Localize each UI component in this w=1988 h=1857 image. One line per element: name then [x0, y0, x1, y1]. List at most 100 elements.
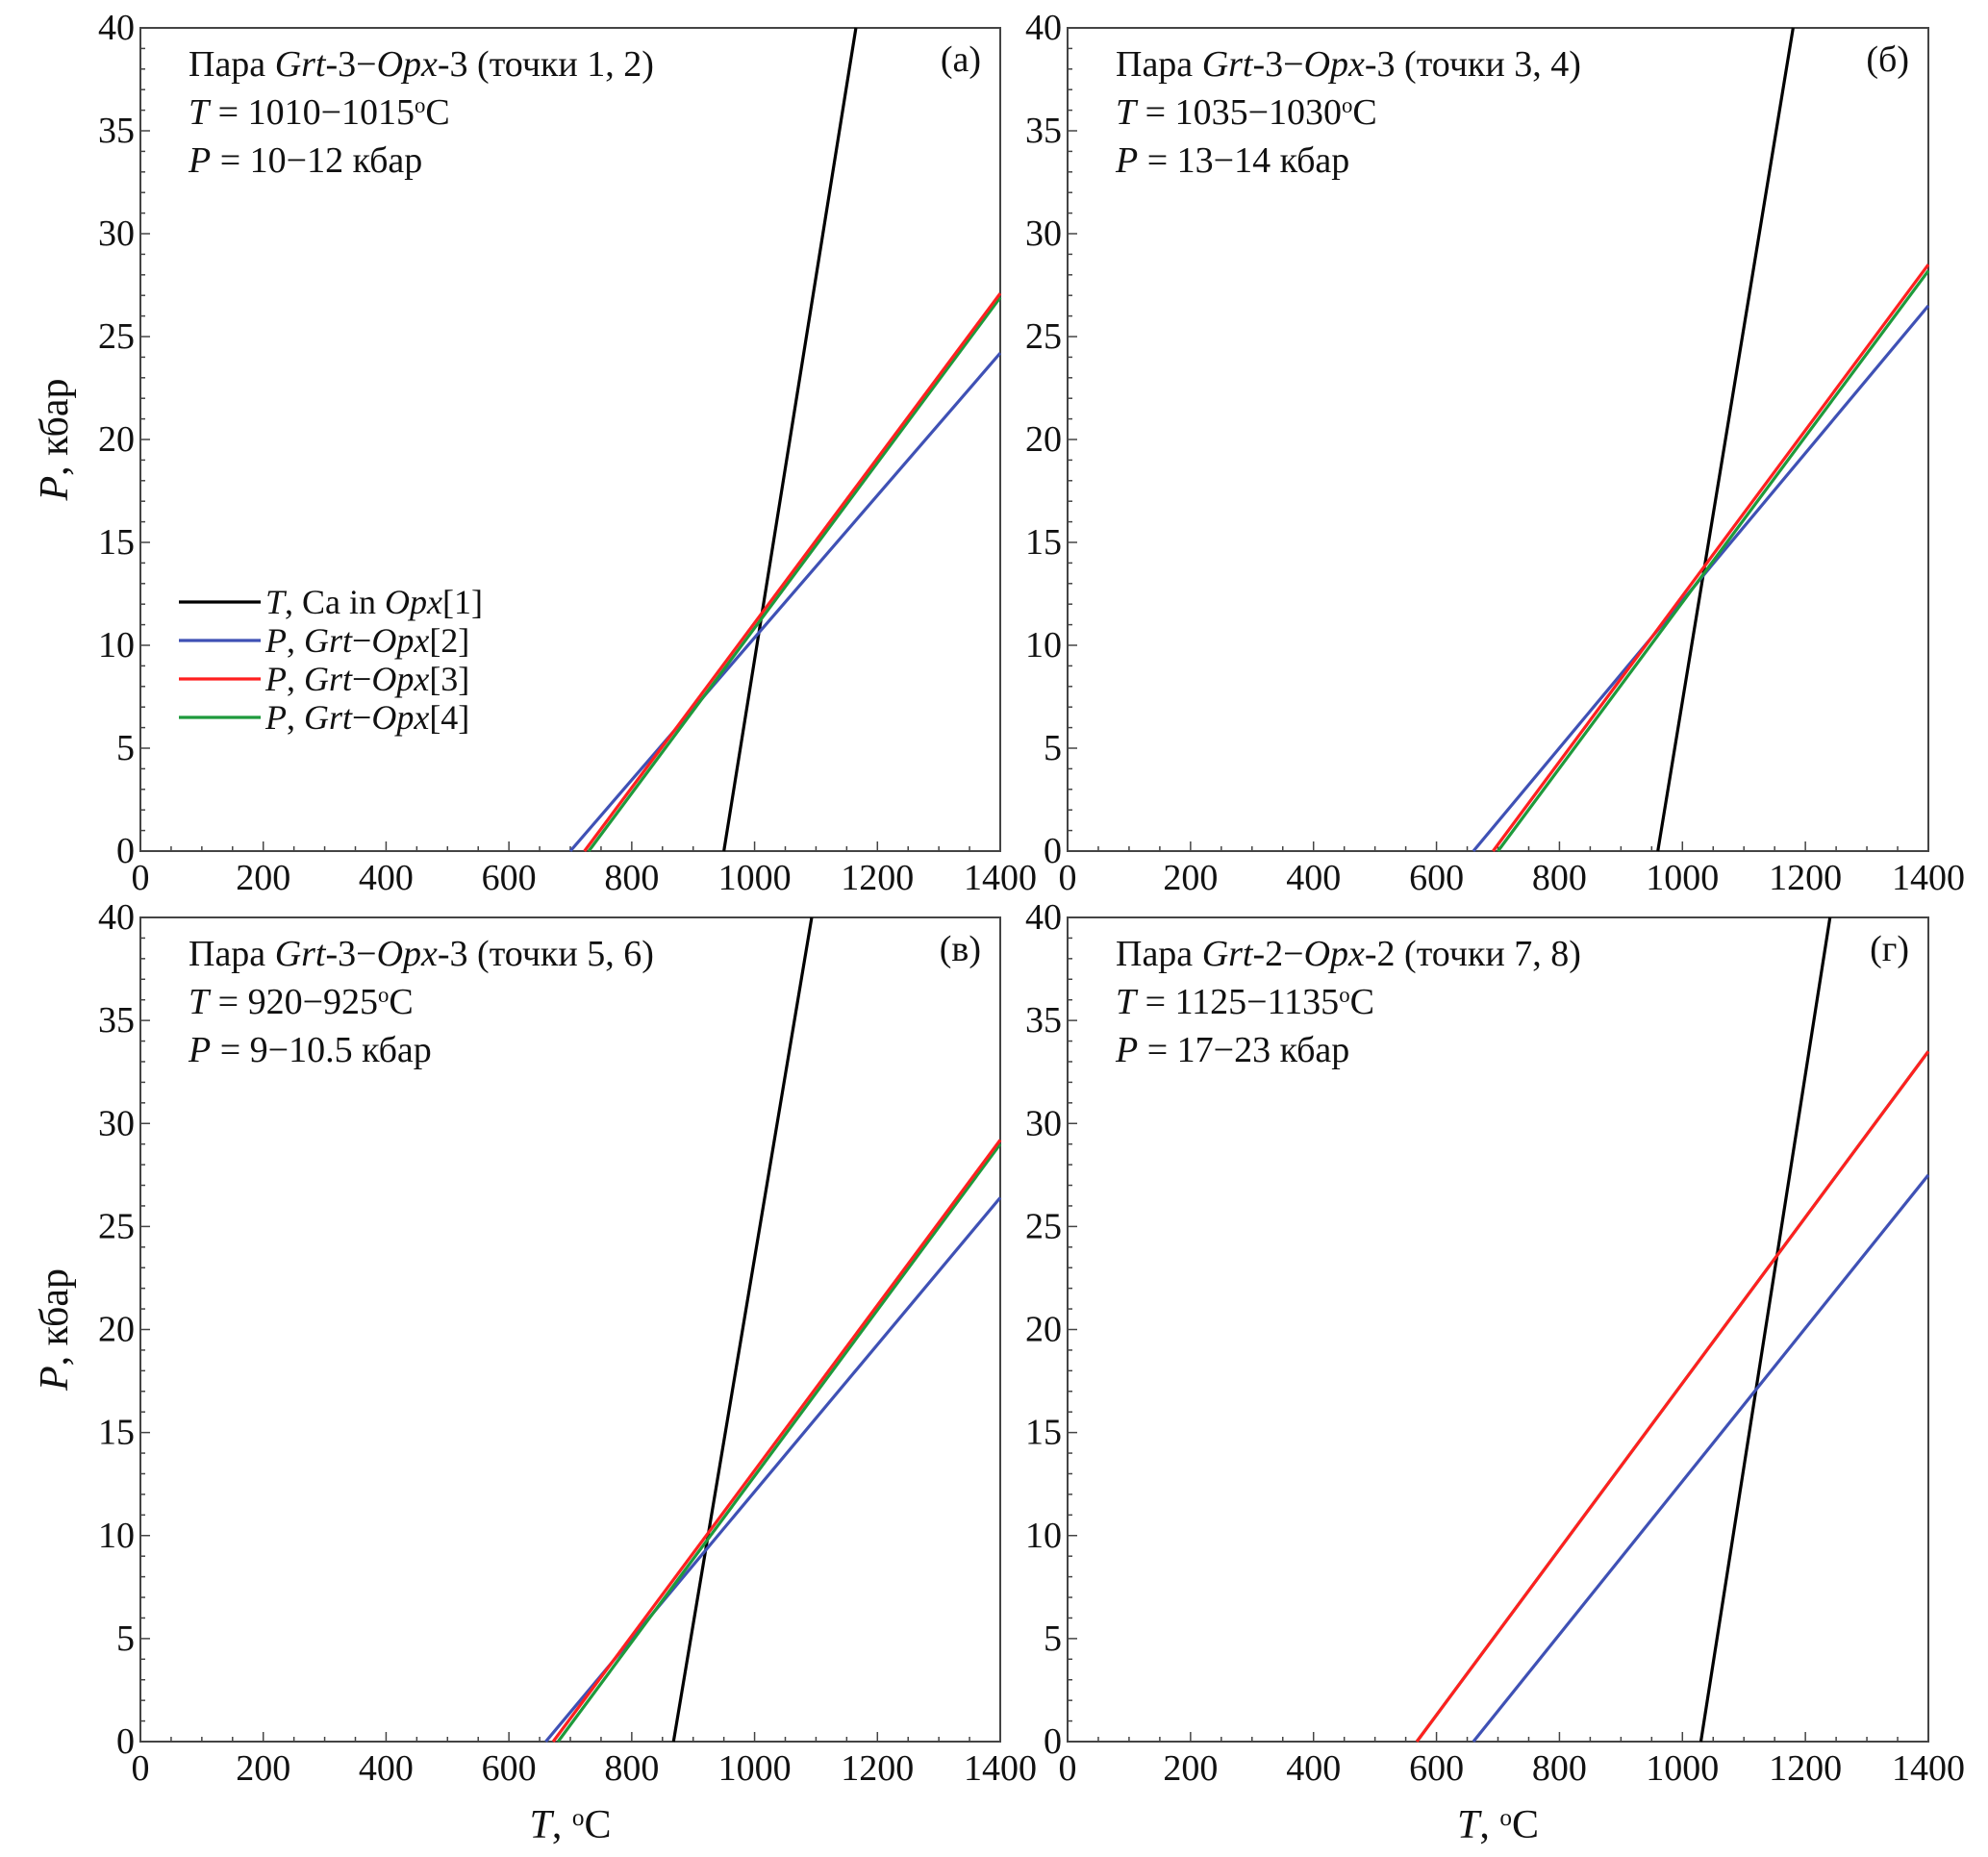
x-axis-label-segment: ,: [552, 1803, 572, 1847]
x-axis-label: T, oC: [530, 1803, 612, 1847]
y-axis-label: P, кбар: [33, 1268, 77, 1392]
x-tick-label: 0: [132, 858, 150, 898]
legend-label-segment: [1]: [442, 583, 483, 621]
pressure-annotation: P = 9−10.5 кбар: [188, 1030, 432, 1070]
y-tick-label: 25: [1025, 1206, 1062, 1246]
y-tick-label: 5: [116, 728, 135, 768]
legend-label-segment: [4]: [429, 698, 469, 737]
y-tick-label: 15: [1025, 1413, 1062, 1453]
temperature-annotation: T = 1125−1135oC: [1116, 982, 1374, 1022]
x-tick-label: 800: [1532, 858, 1587, 898]
x-tick-label: 800: [604, 1748, 659, 1789]
panel-title-segment: Пара: [1116, 934, 1202, 974]
panel-b: 0 200 400 600 800 1000 1200 1400 0 5 10 15 20 25 30 35 4…: [1025, 8, 1965, 898]
y-axis-label-segment: P: [33, 1366, 77, 1392]
x-tick-label: 1200: [1769, 1748, 1842, 1789]
panel-title-segment: Grt: [1202, 934, 1254, 974]
legend-label-segment: Grt: [304, 621, 353, 660]
x-tick-label: 1000: [1646, 1748, 1719, 1789]
series-line: [583, 292, 1002, 852]
series-line: [722, 27, 858, 852]
legend-label-segment: Opx: [371, 698, 429, 737]
series-line: [1415, 1050, 1930, 1743]
panel-title-segment: -3 (точки 1, 2): [438, 44, 654, 85]
legend-label-segment: [3]: [429, 660, 469, 698]
plot-frame: [1067, 27, 1929, 852]
pressure-annotation: P = 10−12 кбар: [188, 140, 422, 181]
x-axis-label-segment: ,: [1479, 1803, 1499, 1847]
legend-label-segment: ,: [287, 660, 304, 698]
x-axis-label-segment: o: [1499, 1805, 1512, 1831]
temperature-annotation-segment: T: [1116, 92, 1139, 133]
y-tick-label: 25: [1025, 316, 1062, 357]
x-tick-label: 1000: [718, 1748, 792, 1789]
temperature-annotation-segment: o: [1339, 983, 1349, 1007]
x-tick-label: 400: [1286, 1748, 1341, 1789]
legend-label-segment: Grt: [304, 698, 353, 737]
y-axis-label-segment: , кбар: [33, 1268, 77, 1366]
temperature-annotation-segment: T: [1116, 982, 1139, 1022]
legend-label-segment: −: [352, 621, 371, 660]
panel-title: Пара Grt-2−Opx-2 (точки 7, 8): [1116, 934, 1581, 974]
pressure-annotation-segment: = 17−23 кбар: [1138, 1030, 1349, 1070]
panel-title-segment: Grt: [275, 934, 327, 974]
legend-label: T, Ca in Opx[1]: [265, 583, 483, 621]
panel-title-segment: -3 (точки 3, 4): [1365, 44, 1581, 85]
legend-label: P, Grt−Opx[3]: [264, 660, 469, 698]
legend-label-segment: −: [352, 660, 371, 698]
temperature-annotation-segment: o: [1342, 93, 1352, 117]
temperature-annotation-segment: = 1125−1135: [1136, 982, 1339, 1022]
legend-label-segment: Grt: [304, 660, 353, 698]
pressure-annotation: P = 13−14 кбар: [1115, 140, 1349, 181]
series-line: [1492, 263, 1930, 852]
x-tick-label: 400: [1286, 858, 1341, 898]
temperature-annotation-segment: = 1010−1015: [209, 92, 415, 133]
legend: T, Ca in Opx[1]P, Grt−Opx[2]P, Grt−Opx[3…: [179, 583, 483, 737]
x-tick-label: 200: [1163, 858, 1218, 898]
y-tick-label: 0: [1044, 831, 1062, 871]
plot-frame: [139, 916, 1001, 1743]
y-tick-label: 40: [1025, 8, 1062, 48]
panel-d: 0 200 400 600 800 1000 1200 1400 0 5 10 15 20 25 30 35 4…: [1025, 897, 1965, 1847]
temperature-annotation-segment: o: [415, 93, 425, 117]
legend-label-segment: Opx: [371, 660, 429, 698]
y-axis-label: P, кбар: [33, 378, 77, 501]
series-line: [556, 1142, 1002, 1743]
y-tick-label: 10: [98, 625, 135, 665]
y-tick-label: 10: [1025, 625, 1062, 665]
series-line: [587, 296, 1002, 852]
x-axis-label-segment: C: [584, 1803, 611, 1847]
legend-label-segment: T: [265, 583, 288, 621]
series-line: [671, 916, 814, 1743]
x-tick-label: 600: [482, 858, 537, 898]
x-axis-label: T, oC: [1457, 1803, 1539, 1847]
legend-label-segment: ,: [287, 698, 304, 737]
y-tick-label: 40: [98, 8, 135, 48]
x-tick-label: 1400: [964, 858, 1037, 898]
y-tick-label: 5: [116, 1619, 135, 1659]
plot-frame: [1067, 916, 1929, 1743]
panel-title: Пара Grt-3−Opx-3 (точки 1, 2): [189, 44, 654, 85]
y-tick-label: 30: [1025, 1103, 1062, 1143]
panel-c: 0 200 400 600 800 1000 1200 1400 0 5 10 15 20 25 30 35 4…: [33, 897, 1037, 1847]
panel-title-segment: -3−: [325, 934, 376, 974]
panel-title-segment: Grt: [1202, 44, 1254, 85]
y-tick-label: 0: [116, 831, 135, 871]
panel-title-segment: Opx: [1304, 934, 1365, 974]
x-tick-label: 1200: [841, 858, 914, 898]
y-tick-label: 20: [98, 1310, 135, 1350]
panel-a: 0 200 400 600 800 1000 1200 1400 0 5 10 15 20 25 30 35 4…: [33, 8, 1037, 898]
panel-title-segment: -2 (точки 7, 8): [1365, 934, 1581, 974]
panel-title-segment: Grt: [275, 44, 327, 85]
x-tick-label: 800: [1532, 1748, 1587, 1789]
x-tick-label: 600: [1409, 1748, 1464, 1789]
y-tick-label: 20: [1025, 419, 1062, 460]
pressure-annotation-segment: P: [188, 1030, 211, 1070]
x-tick-label: 1000: [718, 858, 792, 898]
temperature-annotation-segment: = 1035−1030: [1136, 92, 1342, 133]
x-axis-label-segment: T: [530, 1803, 555, 1847]
legend-label-segment: Opx: [371, 621, 429, 660]
temperature-annotation-segment: T: [189, 982, 212, 1022]
y-tick-label: 40: [98, 897, 135, 938]
